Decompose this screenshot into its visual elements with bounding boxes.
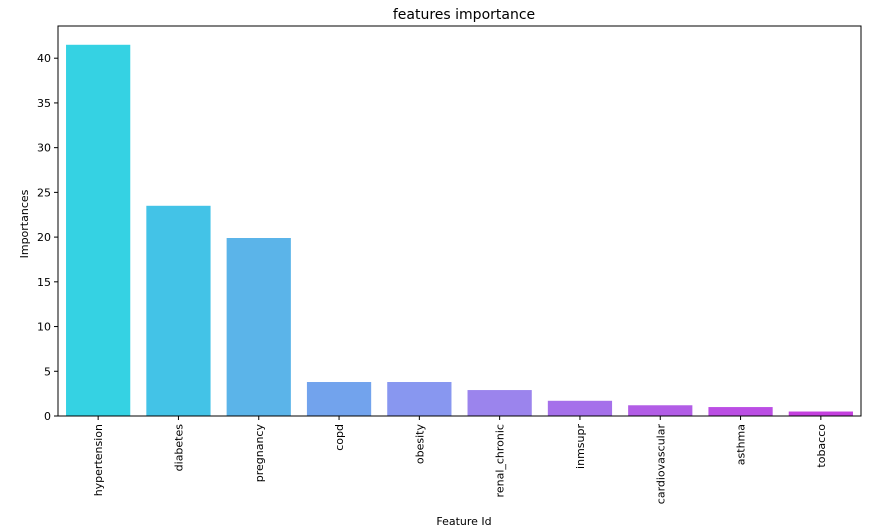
bar-diabetes [146, 205, 211, 416]
x-tick-label: diabetes [172, 424, 185, 472]
bar-obesity [387, 382, 452, 416]
x-tick-label: hypertension [92, 424, 105, 496]
y-tick-label: 10 [37, 321, 51, 334]
y-tick-label: 15 [37, 276, 51, 289]
x-axis-label: Feature Id [436, 515, 491, 528]
bar-pregnancy [226, 238, 291, 416]
bar-renal-chronic [467, 390, 532, 416]
bar-tobacco [788, 411, 853, 416]
x-tick-label: asthma [735, 424, 748, 465]
bar-copd [306, 382, 372, 416]
x-axis-ticks: hypertension diabetes pregnancy copd obesity… [92, 416, 828, 504]
bar-cardiovascular [628, 405, 693, 416]
bar-inmsupr [547, 400, 613, 416]
y-tick-label: 0 [44, 410, 51, 423]
x-tick-label: copd [333, 424, 346, 451]
x-tick-label: inmsupr [574, 424, 587, 469]
x-tick-label: obesity [413, 424, 426, 465]
y-axis-label: Importances [18, 189, 31, 258]
chart-title: features importance [393, 7, 535, 23]
y-tick-label: 5 [44, 365, 51, 378]
y-tick-label: 35 [37, 97, 51, 110]
y-tick-label: 30 [37, 142, 51, 155]
x-tick-label: renal_chronic [494, 424, 507, 497]
y-axis-ticks: 0 5 10 15 20 25 30 35 40 [37, 52, 58, 423]
x-tick-label: pregnancy [253, 424, 266, 483]
x-tick-label: tobacco [815, 424, 828, 468]
y-tick-label: 25 [37, 186, 51, 199]
plot-frame [57, 25, 862, 417]
bar-asthma [708, 407, 773, 416]
bars-group [66, 44, 853, 416]
x-tick-label: cardiovascular [654, 424, 667, 505]
bar-hypertension [66, 44, 131, 416]
y-tick-label: 20 [37, 231, 51, 244]
y-tick-label: 40 [37, 52, 51, 65]
